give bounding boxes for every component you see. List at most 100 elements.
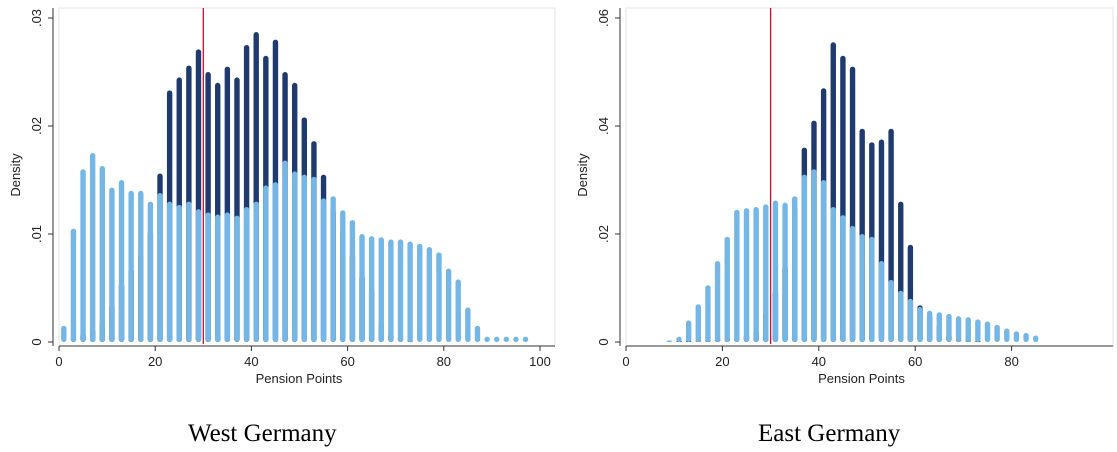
y-tick-label: 0 (596, 338, 611, 345)
light-bar (1033, 335, 1039, 342)
light-bar (359, 234, 365, 342)
light-bar (70, 228, 77, 342)
light-bar (878, 261, 885, 342)
light-bar (80, 169, 86, 342)
light-bar (128, 190, 134, 342)
light-bar (869, 236, 875, 342)
light-bar (195, 209, 202, 342)
light-bar (349, 219, 356, 342)
light-bar (291, 171, 298, 342)
light-bar (714, 261, 721, 342)
light-bar (205, 212, 211, 342)
light-bar (109, 187, 115, 342)
light-bar (801, 174, 808, 342)
light-bar (898, 290, 904, 342)
y-tick-label: .02 (29, 117, 44, 135)
light-bar (792, 196, 798, 342)
light-bar (494, 336, 500, 342)
light-bar (917, 306, 923, 342)
light-bar (503, 336, 510, 342)
light-bar (234, 215, 240, 342)
light-bar (743, 208, 750, 342)
west-germany-caption: West Germany (188, 420, 337, 447)
light-bar (99, 165, 105, 342)
light-bar (753, 207, 759, 342)
x-tick-label: 40 (244, 354, 258, 369)
x-tick-label: 0 (55, 354, 62, 369)
light-bar (955, 316, 962, 342)
light-bar (426, 246, 433, 342)
x-tick-label: 20 (148, 354, 162, 369)
light-bar (89, 153, 96, 342)
light-bar (263, 185, 269, 342)
light-bar (166, 201, 173, 342)
light-bar (282, 160, 288, 342)
west-germany-chart: 0 20 40 60 80 100 .03 .02 .01 0 Pension Points Dens… (8, 7, 556, 386)
light-bar (965, 317, 971, 342)
light-bar (368, 236, 375, 342)
light-bar (724, 236, 730, 342)
x-tick-label: 20 (715, 354, 729, 369)
light-bar (378, 237, 384, 342)
light-bar (340, 210, 346, 342)
light-bar (984, 321, 991, 342)
light-bar (455, 279, 461, 342)
x-axis-title: Pension Points (818, 371, 905, 386)
light-bar (782, 202, 788, 342)
light-bar (330, 196, 336, 342)
light-bar (849, 225, 856, 342)
light-bar (243, 207, 250, 342)
east-germany-caption: East Germany (758, 420, 901, 447)
x-tick-label: 60 (908, 354, 922, 369)
light-bar (272, 182, 279, 342)
light-bar (311, 176, 317, 342)
light-bar (465, 307, 471, 342)
x-tick-label: 80 (437, 354, 451, 369)
y-axis-title: Density (8, 153, 23, 197)
light-bar (436, 252, 442, 342)
light-bar (176, 204, 182, 342)
east-germany-panel: 0 20 40 60 80 .06 .04 .02 0 Pension Points Density… (560, 0, 1117, 452)
light-bar (840, 215, 846, 342)
light-bar (888, 279, 894, 342)
y-tick-label: .06 (596, 9, 611, 27)
light-bar (513, 336, 519, 342)
west-germany-panel: 0 20 40 60 80 100 .03 .02 .01 0 Pension Points Dens… (8, 7, 556, 447)
light-bar (522, 336, 529, 342)
light-bar (407, 241, 413, 342)
light-bar (926, 310, 933, 342)
light-bar (811, 169, 817, 342)
x-axis-title: Pension Points (256, 371, 343, 386)
light-bar (676, 336, 682, 342)
light-bar (734, 209, 740, 342)
light-bar (859, 234, 865, 342)
light-bar (224, 212, 231, 342)
light-bar (186, 201, 192, 342)
x-tick-label: 80 (1004, 354, 1018, 369)
light-bar (474, 325, 481, 342)
light-bar (946, 313, 952, 342)
light-bar (975, 319, 981, 342)
light-bar (1023, 332, 1029, 342)
y-tick-label: .01 (29, 225, 44, 243)
x-tick-label: 60 (340, 354, 354, 369)
light-bar (118, 180, 125, 342)
y-tick-label: .02 (596, 225, 611, 243)
light-bar (907, 298, 914, 342)
light-bar (936, 312, 942, 342)
light-bar (1004, 328, 1010, 342)
light-bar (388, 239, 394, 342)
light-bar (147, 201, 154, 342)
light-bar (61, 325, 67, 342)
light-bar (445, 268, 452, 342)
light-bar (695, 304, 701, 342)
light-bar (705, 285, 711, 342)
x-tick-label: 100 (529, 354, 551, 369)
light-bar (138, 190, 144, 342)
y-tick-label: .04 (596, 117, 611, 135)
light-bar (820, 180, 827, 342)
y-tick-label: 0 (29, 338, 44, 345)
light-bar (417, 243, 423, 342)
x-tick-label: 40 (812, 354, 826, 369)
light-bar (320, 198, 327, 342)
